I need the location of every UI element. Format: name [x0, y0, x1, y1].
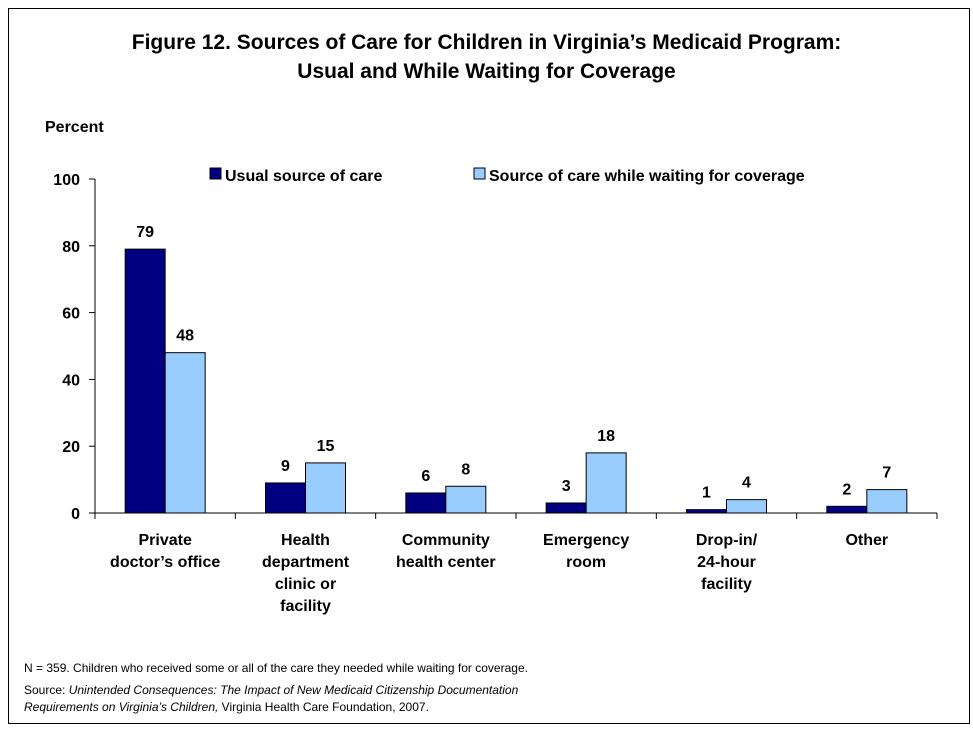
- source-title-part-2: Requirements on Virginia’s Children,: [24, 700, 219, 714]
- category-label-0-line-1: doctor’s office: [110, 554, 220, 571]
- data-label-waiting-1: 15: [317, 438, 335, 455]
- data-label-usual-5: 2: [842, 481, 851, 498]
- legend-waiting-swatch: [473, 167, 486, 180]
- bar-waiting-3: [585, 452, 627, 514]
- category-label-3-line-0: Emergency: [543, 532, 629, 549]
- bar-usual-0: [124, 248, 166, 514]
- bar-usual-2: [405, 492, 447, 514]
- category-label-1-line-0: Health: [281, 532, 330, 549]
- category-label-1-line-3: facility: [280, 598, 331, 615]
- category-label-4-line-1: 24-hour: [697, 554, 756, 571]
- data-label-waiting-3: 18: [597, 428, 615, 445]
- category-label-0-line-0: Private: [138, 532, 191, 549]
- legend-usual-label: Usual source of care: [225, 168, 383, 185]
- bars-layer: [124, 248, 908, 514]
- category-label-4-line-2: facility: [701, 576, 752, 593]
- axes-layer: [89, 178, 938, 519]
- bar-usual-4: [686, 509, 727, 514]
- data-label-usual-3: 3: [562, 478, 571, 495]
- category-label-1-line-2: clinic or: [275, 576, 336, 593]
- legend-layer: Usual source of care Source of care while…: [209, 167, 805, 185]
- bar-waiting-0: [164, 352, 206, 514]
- legend-usual-swatch: [209, 167, 222, 180]
- data-label-usual-1: 9: [281, 458, 290, 475]
- bar-waiting-5: [866, 489, 908, 514]
- y-tick-label-100: 100: [53, 172, 80, 189]
- category-label-3-line-1: room: [566, 554, 606, 571]
- data-label-usual-2: 6: [421, 468, 430, 485]
- data-label-waiting-2: 8: [461, 461, 470, 478]
- data-label-waiting-4: 4: [742, 475, 751, 492]
- bar-usual-1: [265, 482, 306, 514]
- y-tick-label-20: 20: [62, 439, 80, 456]
- category-label-2-line-0: Community: [402, 532, 490, 549]
- category-label-4-line-0: Drop-in/: [696, 532, 758, 549]
- source-prefix: Source:: [24, 683, 69, 697]
- bar-usual-5: [826, 505, 868, 514]
- y-tick-label-80: 80: [62, 239, 80, 256]
- data-label-waiting-0: 48: [176, 328, 194, 345]
- bar-usual-3: [545, 502, 587, 514]
- category-label-2-line-1: health center: [396, 554, 496, 571]
- source-line-2: Requirements on Virginia’s Children, Vir…: [24, 700, 429, 714]
- source-line-1: Source: Unintended Consequences: The Imp…: [24, 683, 518, 697]
- source-publisher: Virginia Health Care Foundation, 2007.: [218, 700, 429, 714]
- data-label-usual-0: 79: [136, 224, 154, 241]
- bar-waiting-4: [726, 499, 767, 514]
- data-label-usual-4: 1: [702, 485, 711, 502]
- category-label-1-line-1: department: [262, 554, 350, 571]
- category-label-5-line-0: Other: [845, 532, 888, 549]
- footnote: N = 359. Children who received some or a…: [24, 661, 528, 675]
- y-tick-label-0: 0: [71, 506, 80, 523]
- chart-title-line-1: Figure 12. Sources of Care for Children …: [131, 31, 842, 54]
- source-title-part-1: Unintended Consequences: The Impact of N…: [68, 683, 519, 697]
- bar-waiting-1: [305, 462, 346, 514]
- chart-title-line-2: Usual and While Waiting for Coverage: [297, 60, 676, 83]
- y-tick-label-60: 60: [62, 306, 80, 323]
- data-label-waiting-5: 7: [882, 465, 891, 482]
- y-tick-label-40: 40: [62, 372, 80, 389]
- y-axis-label: Percent: [45, 119, 104, 136]
- bar-waiting-2: [445, 485, 487, 514]
- legend-waiting-label: Source of care while waiting for coverag…: [489, 168, 805, 185]
